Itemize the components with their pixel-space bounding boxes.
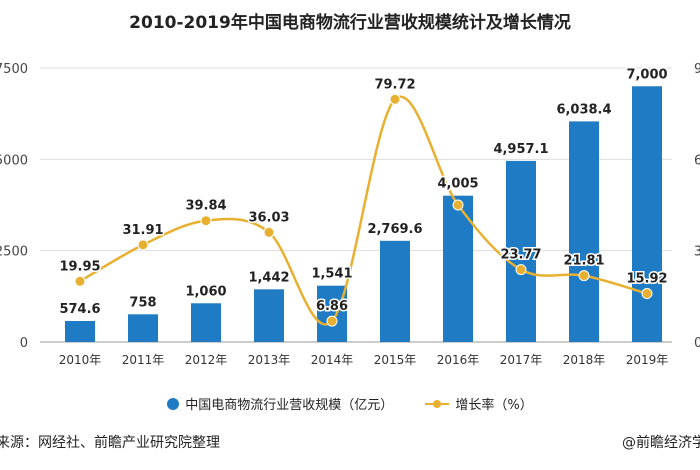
bar-value-label: 1,442 [248, 270, 289, 285]
x-tick-label: 2012年 [185, 353, 228, 367]
x-tick-label: 2011年 [122, 353, 165, 367]
bar [254, 289, 284, 342]
line-point [200, 215, 212, 227]
line-value-label: 21.81 [563, 254, 604, 269]
x-tick-label: 2019年 [626, 353, 669, 367]
left-tick-label: 0 [20, 336, 28, 351]
bar [380, 240, 410, 342]
bar-value-label: 4,005 [437, 177, 478, 192]
line-point [641, 288, 653, 300]
left-tick-label: 2500 [0, 245, 28, 260]
bar [506, 160, 536, 342]
left-tick-label: 7500 [0, 62, 28, 77]
x-tick-label: 2010年 [59, 353, 102, 367]
bar-value-label: 6,038.4 [556, 102, 611, 117]
growth-line [79, 95, 648, 326]
bar-value-label: 7,000 [626, 67, 667, 82]
bar [569, 121, 599, 342]
line-point [137, 239, 149, 251]
line-point [263, 226, 275, 238]
bar-value-label: 2,769.6 [367, 222, 422, 237]
chart-title: 2010-2019年中国电商物流行业营收规模统计及增长情况 [129, 13, 571, 33]
line-value-label: 36.03 [248, 210, 289, 225]
x-tick-label: 2017年 [500, 353, 543, 367]
x-tick-label: 2013年 [248, 353, 291, 367]
legend-line-label: 增长率（%） [455, 398, 533, 413]
bar-value-label: 758 [129, 295, 156, 310]
bar-value-label: 4,957.1 [493, 142, 548, 157]
line-value-label: 31.91 [122, 223, 163, 238]
credit: @前瞻经济学 [622, 435, 700, 451]
right-tick-label: 0 [694, 336, 700, 351]
line-point [515, 264, 527, 276]
x-tick-label: 2015年 [374, 353, 417, 367]
line-point [578, 270, 590, 282]
bar [317, 285, 347, 342]
line-value-label: 39.84 [185, 199, 226, 214]
x-tick-label: 2014年 [311, 353, 354, 367]
source-note: 来源：网经社、前瞻产业研究院整理 [0, 435, 220, 451]
right-tick-label: 90 [694, 62, 700, 77]
right-tick-label: 60 [694, 153, 700, 168]
legend-line-marker [425, 399, 450, 408]
line-value-label: 6.86 [316, 299, 348, 314]
bar [65, 321, 95, 342]
bar-value-label: 574.6 [59, 302, 100, 317]
x-tick-label: 2018年 [563, 353, 606, 367]
line-value-label: 79.72 [374, 77, 415, 92]
legend-bar-label: 中国电商物流行业营收规模（亿元） [185, 398, 394, 413]
line-point [74, 275, 86, 287]
line-point [452, 199, 464, 211]
x-tick-label: 2016年 [437, 353, 480, 367]
line-point [326, 315, 338, 327]
bar-value-label: 1,060 [185, 284, 226, 299]
bar-value-label: 1,541 [311, 267, 352, 282]
bar [632, 86, 662, 343]
right-tick-label: 30 [694, 245, 700, 260]
legend: 中国电商物流行业营收规模（亿元） 增长率（%） [0, 394, 700, 413]
line-value-label: 15.92 [626, 272, 667, 287]
line-point [389, 93, 401, 105]
bar [128, 314, 158, 342]
bar [191, 303, 221, 342]
legend-bar-marker [167, 397, 180, 410]
line-value-label: 19.95 [59, 259, 100, 274]
line-value-label: 23.77 [500, 248, 541, 263]
